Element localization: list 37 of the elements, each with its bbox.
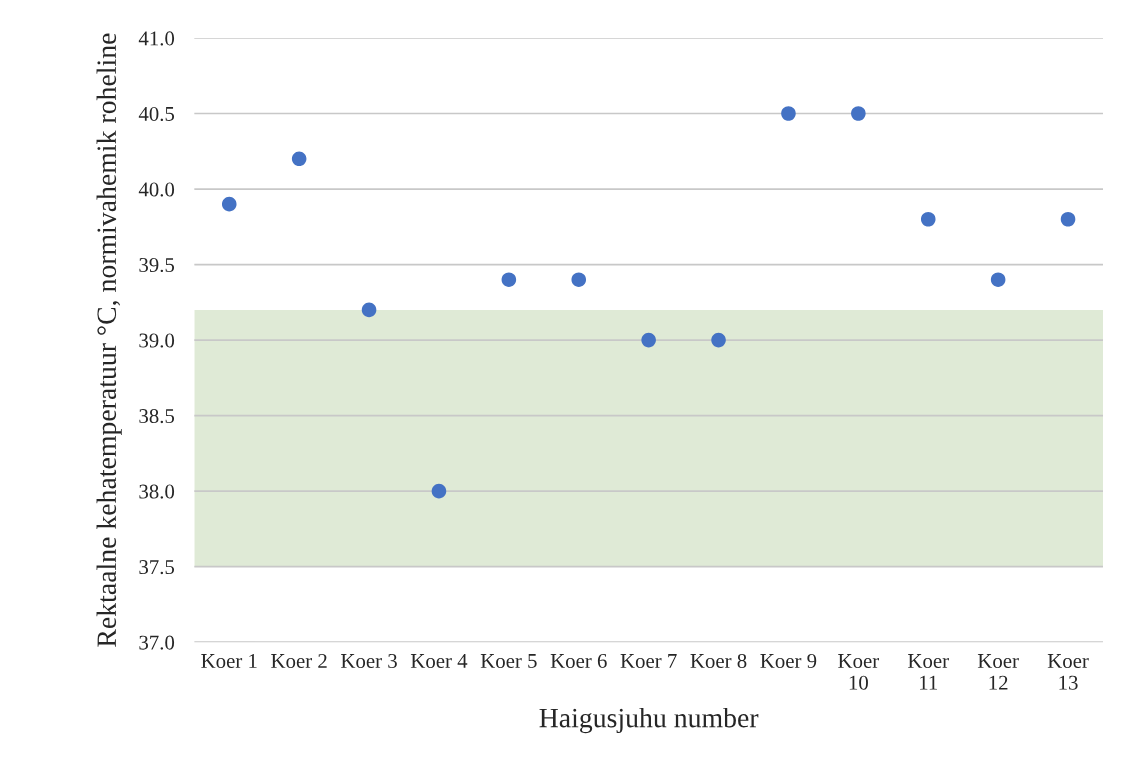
x-tick-label: Koer 11	[908, 654, 949, 690]
point	[851, 106, 866, 121]
x-tick-label: Koer 7	[620, 654, 677, 668]
point	[990, 272, 1006, 287]
y-tick-label: 41.0	[138, 31, 175, 46]
point	[711, 332, 726, 348]
x-axis-title: Haigusjuhu number	[539, 707, 759, 734]
y-tick-label: 40.5	[138, 106, 175, 122]
x-tick-label: Koer 10	[838, 654, 879, 690]
point	[781, 106, 796, 121]
point	[920, 211, 936, 227]
y-tick-label: 40.0	[138, 182, 175, 197]
x-tick-label: Koer 8	[690, 653, 747, 668]
x-tick-label: Koer 12	[977, 654, 1019, 690]
y-tick-label: 39.0	[139, 333, 175, 348]
point	[221, 196, 237, 212]
point	[291, 151, 307, 167]
y-tick-label: 38.0	[139, 484, 175, 499]
x-tick-label: Koer 1	[201, 654, 257, 668]
y-tick-label: 39.5	[139, 258, 175, 273]
point	[501, 272, 517, 287]
point	[571, 272, 587, 287]
point	[431, 483, 447, 499]
y-tick-label: 37.5	[139, 560, 175, 575]
x-tick-label: Koer 9	[760, 653, 817, 668]
x-tick-label: Koer 3	[341, 653, 397, 668]
x-tick-label: Koer 4	[410, 654, 468, 668]
y-axis-title: Rektaalne kehatemperatuur °C, normivahemik roheline	[96, 33, 122, 647]
x-tick-label: Koer 5	[480, 654, 537, 668]
y-tick-label: 37.0	[139, 635, 175, 650]
point	[1060, 211, 1076, 227]
x-tick-label: Koer 2	[271, 653, 327, 668]
point	[361, 302, 377, 318]
x-tick-label: Koer 6	[550, 653, 607, 668]
x-tick-label: Koer 13	[1047, 654, 1089, 690]
y-tick-label: 38.5	[139, 409, 175, 424]
point	[641, 332, 656, 348]
